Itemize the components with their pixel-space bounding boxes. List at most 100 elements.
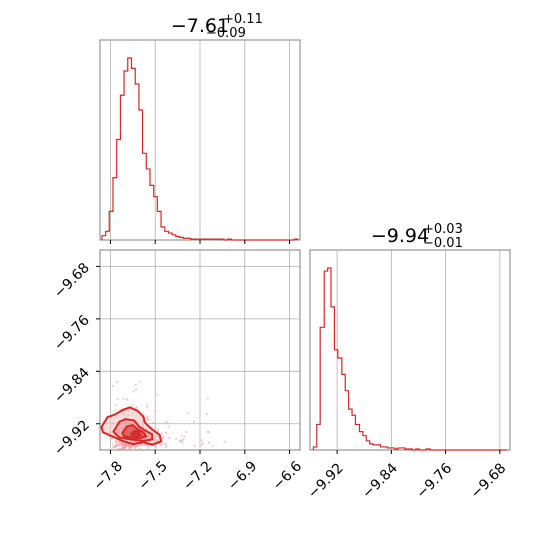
scatter-point [156,393,159,396]
title-param2: −9.94 [371,225,429,247]
scatter-point [146,417,149,421]
x-tick-label: −7.2 [180,458,215,493]
scatter-point [128,443,131,447]
y-tick-label: −9.76 [51,312,93,354]
scatter-point [200,439,203,442]
title-param1: −7.61 [171,15,229,37]
scatter-point [115,445,118,448]
histogram-param1-steps [101,57,299,241]
x-tick-label: −7.8 [91,458,126,493]
scatter-point [208,441,211,444]
scatter-point [145,406,149,409]
title-param1-plus: +0.11 [223,12,263,27]
scatter-point [162,442,165,446]
scatter-point [164,431,168,434]
scatter-point [180,439,184,442]
scatter-point [116,397,119,401]
density-contours [100,406,163,446]
scatter-point [205,412,208,415]
scatter-point [134,383,138,386]
scatter-point [146,403,149,406]
scatter-point [167,425,170,428]
scatter-point [158,442,162,445]
title-param2-minus: −0.01 [423,236,463,251]
scatter-point [118,443,122,446]
scatter-point [132,390,135,393]
scatter-point [162,422,165,425]
scatter-point [138,380,141,383]
scatter-point [123,445,127,448]
histogram-panel-param1: −7.61 +0.11 −0.09 [99,12,301,244]
scatter-point [152,421,155,424]
y-tick-label: −9.84 [51,365,93,407]
scatter-point [223,440,226,443]
scatter-point [134,388,138,391]
scatter-point [141,411,144,414]
x-tick-label: −9.84 [359,460,401,502]
x-tick-label: −7.5 [135,458,170,493]
scatter-point [178,439,182,442]
scatter-point [131,404,134,407]
x-tick-label: −9.92 [305,460,347,502]
scatter-point [134,444,137,448]
scatter-point [115,441,118,445]
contour-core [130,429,142,438]
scatter-point [111,443,114,446]
scatter-point [202,442,205,445]
scatter-point [185,430,188,433]
scatter-point [161,436,164,440]
scatter-point [147,446,150,449]
scatter-point [211,444,214,448]
scatter-point [130,445,133,448]
histogram-panel-param2: −9.92 −9.84 −9.76 −9.68 −9.94 +0.03 −0.01 [305,222,511,502]
scatter-point [111,385,115,388]
title-param1-minus: −0.09 [206,26,246,41]
scatter-point [200,443,204,446]
y-tick-label: −9.68 [51,260,93,302]
scatter-point [193,420,196,423]
scatter-point [160,432,163,435]
scatter-point [160,444,163,447]
scatter-point [126,398,129,401]
x-tick-label: −9.76 [414,460,456,502]
scatter-point [207,431,210,434]
x-tick-label: −9.68 [468,460,510,502]
scatter-point [116,447,120,450]
scatter-point [154,409,157,413]
scatter-point [122,397,125,400]
x-tick-label: −6.9 [225,458,260,493]
scatter-point [114,403,118,406]
scatter-point [164,420,168,423]
scatter-point [140,444,143,447]
histogram-panel-param2-x-tick-labels: −9.92 −9.84 −9.76 −9.68 [305,460,509,502]
title-param2-value: −9.94 [371,225,429,247]
scatter-contour-panel: −7.8 −7.5 −7.2 −6.9 −6.6 −9.68 −9.76 −9.84 −9.9… [51,249,306,494]
scatter-point [183,435,186,438]
scatter-point [164,446,168,449]
y-tick-label: −9.92 [51,417,93,459]
scatter-point [175,437,178,440]
scatter-point [156,428,160,431]
histogram-panel-param2-x-ticks [336,450,501,454]
scatter-point [114,409,117,412]
scatter-contour-panel-ticks [96,265,291,454]
scatter-point [193,445,196,448]
histogram-param2-steps [312,267,508,451]
scatter-contour-panel-y-tick-labels: −9.68 −9.76 −9.84 −9.92 [51,260,93,459]
scatter-point [137,444,140,447]
scatter-point [165,444,168,447]
scatter-point [166,421,169,424]
scatter-point [113,446,117,449]
scatter-point [168,436,171,439]
histogram-panel-param2-grid [336,250,501,450]
scatter-point [186,412,189,415]
scatter-point [154,445,157,448]
scatter-point [119,440,122,444]
title-param1-value: −7.61 [171,15,229,37]
title-param2-plus: +0.03 [423,222,463,237]
histogram-panel-param1-x-ticks [109,240,291,244]
scatter-point [156,430,160,433]
scatter-contour-panel-x-tick-labels: −7.8 −7.5 −7.2 −6.9 −6.6 [91,458,306,493]
scatter-point [181,441,184,444]
